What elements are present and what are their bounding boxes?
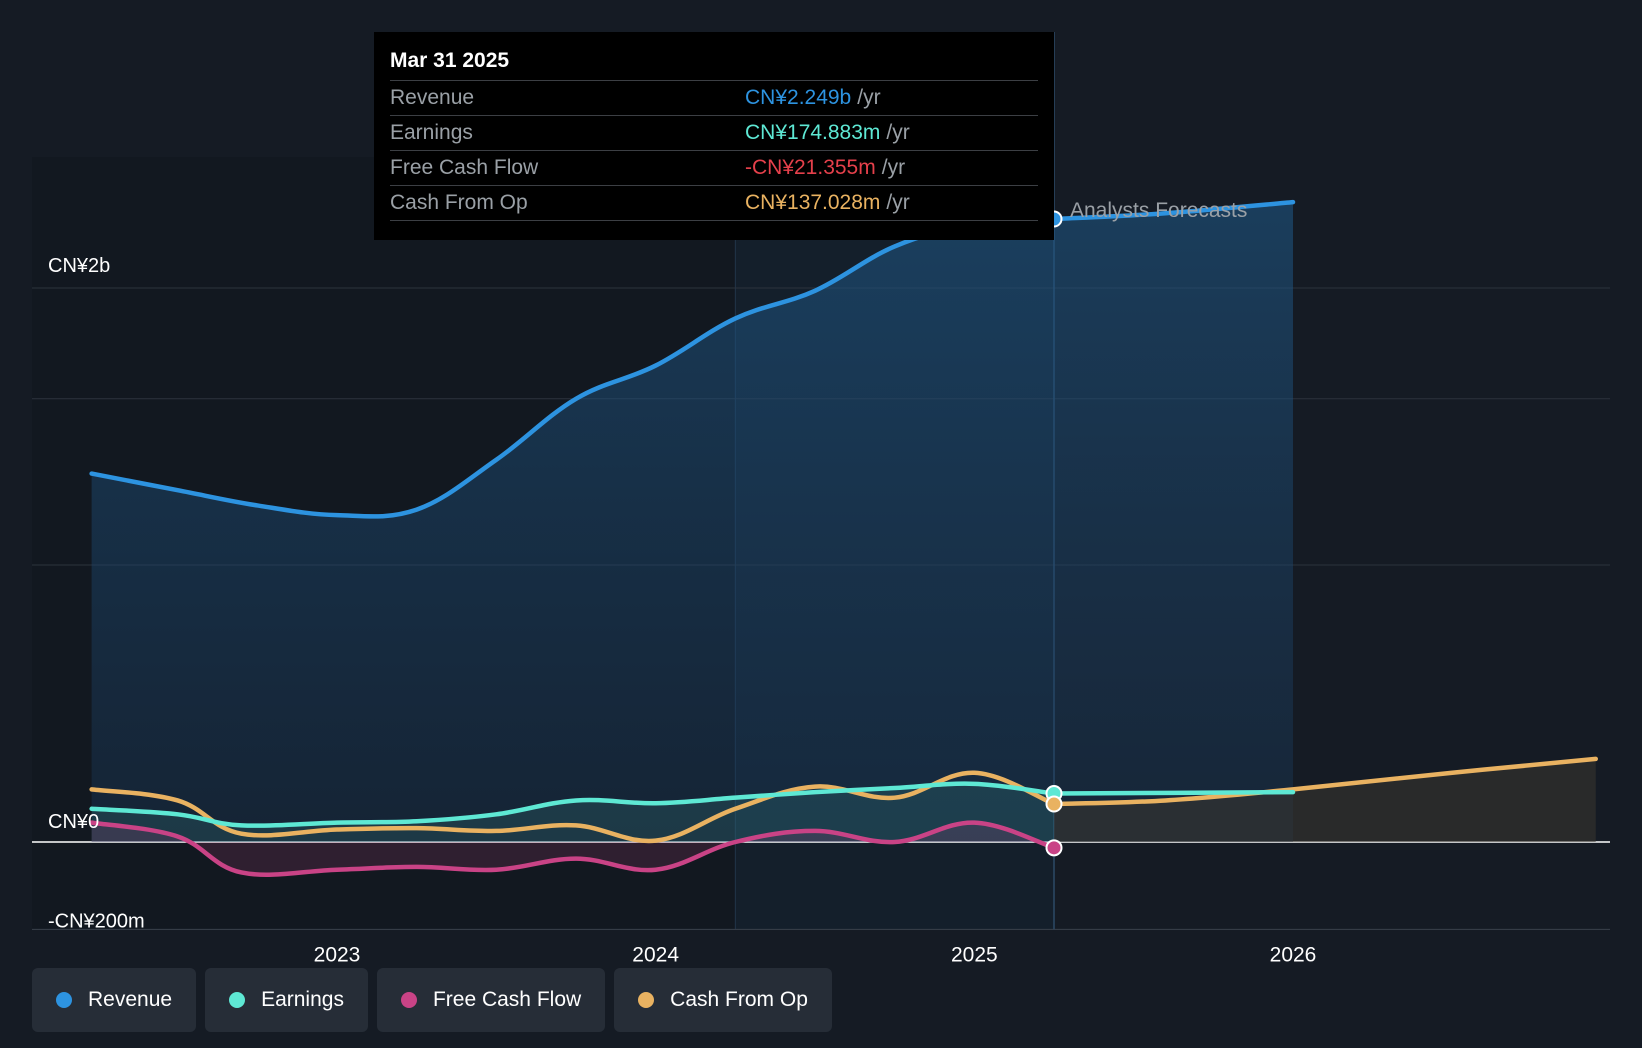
- tooltip-unit: /yr: [857, 86, 881, 109]
- tooltip-value: CN¥174.883m: [745, 121, 881, 144]
- revenue-line: [89, 216, 1057, 519]
- revenue-forecast-line: [1051, 199, 1296, 222]
- legend-item-revenue[interactable]: Revenue: [32, 968, 197, 1032]
- tooltip-label: Revenue: [390, 86, 475, 109]
- y-tick-label: CN¥0: [48, 811, 99, 833]
- x-tick-label: 2025: [951, 943, 998, 966]
- cash-from-op-forecast-line: [1051, 756, 1598, 807]
- tooltip-label: Free Cash Flow: [390, 156, 539, 179]
- tooltip-value: -CN¥21.355m: [745, 156, 876, 179]
- y-tick-label: -CN¥200m: [48, 910, 145, 932]
- revenue-area: [91, 202, 1293, 842]
- free-cash-flow-line: [89, 820, 1057, 877]
- tooltip-row-revenue: Revenue CN¥2.249b /yr: [390, 80, 1038, 115]
- free-cash-flow-dot-icon: [400, 992, 417, 1008]
- tooltip-unit: /yr: [886, 191, 910, 214]
- cash-from-op-forecast-area: [1054, 758, 1596, 842]
- earnings-dot-icon: [229, 992, 246, 1008]
- tooltip-unit: /yr: [886, 121, 910, 144]
- cash-from-op-line: [89, 770, 1057, 844]
- x-tick-label: 2023: [314, 943, 361, 966]
- legend-label: Cash From Op: [670, 988, 808, 1011]
- tooltip-value: CN¥2.249b: [745, 86, 852, 109]
- legend-label: Revenue: [88, 988, 173, 1011]
- y-tick-label: CN¥2b: [48, 255, 110, 277]
- tooltip-label: Cash From Op: [390, 191, 528, 214]
- earnings-forecast-line: [1051, 789, 1296, 796]
- tooltip: Mar 31 2025 Revenue CN¥2.249b /yr Earnin…: [374, 32, 1054, 240]
- tooltip-value: CN¥137.028m: [745, 191, 881, 214]
- revenue-dot-icon: [56, 992, 72, 1008]
- legend-item-cash-from-op[interactable]: Cash From Op: [614, 968, 832, 1032]
- tooltip-row-earnings: Earnings CN¥174.883m /yr: [390, 115, 1038, 150]
- x-tick-label: 2026: [1270, 943, 1317, 966]
- tooltip-row-free-cash-flow: Free Cash Flow -CN¥21.355m /yr: [390, 150, 1038, 185]
- free-cash-flow-area: [91, 822, 1055, 875]
- legend-label: Earnings: [261, 988, 344, 1011]
- tooltip-row-cash-from-op: Cash From Op CN¥137.028m /yr: [390, 185, 1038, 221]
- cash-from-op-marker: [1045, 795, 1063, 813]
- forecast-label: Analysts Forecasts: [1070, 199, 1247, 222]
- legend-item-free-cash-flow[interactable]: Free Cash Flow: [376, 968, 606, 1032]
- tooltip-label: Earnings: [390, 121, 473, 144]
- earnings-line: [89, 781, 1057, 828]
- cash-from-op-dot-icon: [638, 992, 655, 1008]
- tooltip-date: Mar 31 2025: [390, 49, 510, 72]
- earnings-area: [91, 783, 1055, 842]
- legend-item-earnings[interactable]: Earnings: [205, 968, 368, 1032]
- legend-label: Free Cash Flow: [432, 988, 582, 1011]
- x-tick-label: 2024: [632, 943, 679, 966]
- free-cash-flow-marker: [1045, 839, 1063, 857]
- legend: Revenue Earnings Free Cash Flow Cash Fro…: [32, 968, 832, 1032]
- tooltip-unit: /yr: [881, 156, 906, 179]
